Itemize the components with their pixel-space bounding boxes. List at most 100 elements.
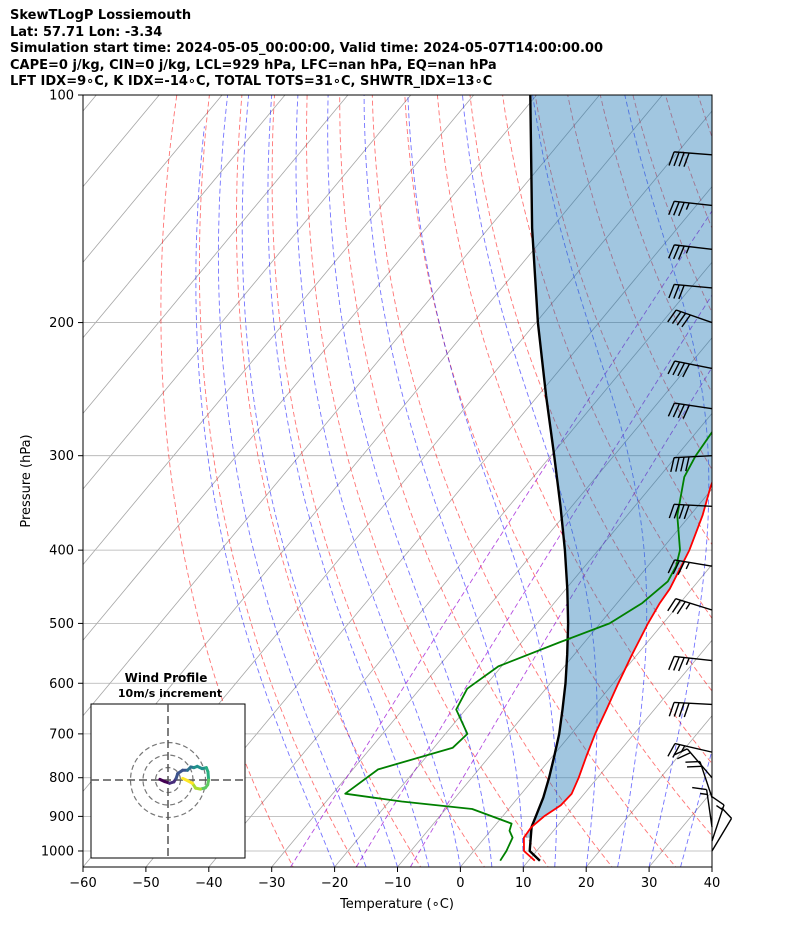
hodograph-segment	[181, 776, 189, 783]
wind-barb-flag	[673, 201, 680, 216]
x-tick-label: −50	[132, 876, 159, 891]
y-tick-label: 500	[49, 617, 74, 632]
wind-barb-shaft	[686, 748, 713, 779]
cin-shading	[523, 95, 712, 838]
y-tick-label: 600	[49, 677, 74, 692]
dewpoint-line	[344, 430, 712, 862]
mixing-ratio-line	[290, 210, 712, 867]
x-tick-label: −60	[69, 876, 96, 891]
wind-barb-flag	[672, 245, 680, 260]
wind-barb	[668, 701, 713, 718]
y-tick-label: 1000	[41, 844, 74, 859]
wind-barb	[668, 151, 713, 167]
isotherm-line	[585, 715, 712, 867]
wind-barb-flag	[673, 284, 680, 299]
wind-barb-flag	[677, 245, 685, 260]
wind-barb-shaft	[674, 655, 713, 662]
wind-barb-flag	[668, 151, 675, 166]
isotherm-line	[145, 185, 712, 867]
moist-adiabat-line	[241, 95, 398, 867]
wind-barb	[668, 244, 713, 260]
isotherm-line	[83, 95, 97, 112]
wind-barb-half-flag	[685, 657, 690, 666]
y-tick-label: 200	[49, 316, 74, 331]
wind-barb-flag	[692, 786, 707, 791]
wind-barb-flag	[675, 457, 680, 472]
wind-barb-half-flag	[716, 804, 723, 811]
wind-barb	[667, 309, 713, 328]
wind-barb-flag	[677, 362, 686, 377]
dry-adiabat-line	[763, 95, 794, 870]
wind-barb	[667, 598, 713, 615]
wind-barb-half-flag	[700, 792, 708, 796]
wind-barb-shaft	[674, 503, 713, 508]
wind-barbs	[667, 151, 733, 852]
isotherm-line	[83, 95, 349, 415]
y-tick-label: 300	[49, 449, 74, 464]
x-tick-label: −30	[258, 876, 285, 891]
wind-barb-flag	[670, 457, 675, 473]
dry-adiabat-line	[160, 95, 294, 867]
wind-barb-shaft	[674, 742, 713, 753]
wind-barb-flag	[671, 311, 682, 324]
wind-barb-flag	[673, 748, 688, 756]
moist-adiabat-line	[327, 95, 493, 867]
isotherm-line	[83, 95, 286, 339]
dry-adiabat-line	[404, 95, 712, 837]
wind-barb-shaft	[674, 151, 713, 156]
wind-barb-flag	[668, 244, 675, 259]
x-tick-label: 10	[515, 876, 532, 891]
y-tick-label: 900	[49, 810, 74, 825]
wind-barb-flag	[678, 285, 685, 300]
wind-barb-flag	[682, 363, 691, 378]
y-tick-label: 400	[49, 544, 74, 559]
wind-barb-flag	[668, 284, 675, 299]
x-tick-label: 30	[641, 876, 658, 891]
wind-barb-shaft	[675, 309, 713, 324]
moist-adiabat-line	[407, 95, 558, 867]
wind-barb-flag	[668, 656, 675, 671]
wind-barb	[711, 807, 733, 852]
time-line: Simulation start time: 2024-05-05_00:00:…	[10, 41, 603, 57]
wind-barb-flag	[683, 703, 690, 718]
indices-line-2: LFT IDX=9∘C, K IDX=-14∘C, TOTAL TOTS=31∘…	[10, 74, 493, 90]
isotherm-line	[711, 866, 712, 867]
moist-adiabat-line	[217, 95, 367, 867]
dry-adiabat-line	[198, 95, 358, 867]
wind-barb-flag	[668, 201, 675, 216]
isotherm-line	[83, 95, 475, 566]
wind-barb	[668, 655, 713, 672]
wind-barb-flag	[667, 743, 676, 757]
indices-line-1: CAPE=0 j/kg, CIN=0 j/kg, LCL=929 hPa, LF…	[10, 57, 497, 73]
wind-barb-flag	[686, 765, 702, 768]
wind-barb-flag	[667, 559, 676, 574]
wind-barb-flag	[682, 405, 690, 419]
wind-barb-flag	[678, 202, 685, 217]
moist-adiabat-line	[532, 95, 648, 867]
wind-barb-flag	[678, 152, 685, 167]
wind-barb	[692, 786, 713, 828]
wind-barb-flag	[685, 456, 690, 472]
wind-barb-shaft	[674, 454, 713, 459]
hodograph-plot	[91, 704, 245, 858]
wind-barb-shaft	[711, 804, 725, 842]
wind-barb-flag	[683, 152, 690, 167]
x-tick-label: −40	[195, 876, 222, 891]
isotherm-line	[271, 337, 712, 867]
wind-barb-half-flag	[685, 562, 690, 570]
wind-barb-flag	[678, 702, 685, 717]
parcel-profile-line	[528, 95, 570, 862]
hodograph-title: Wind Profile	[125, 671, 208, 685]
moist-adiabat-line	[744, 95, 794, 867]
dry-adiabat-line	[306, 95, 549, 867]
moist-adiabat-line	[711, 865, 712, 867]
wind-barb-flag	[668, 504, 675, 519]
wind-barb-flag	[672, 403, 681, 418]
isotherm-line	[397, 488, 712, 867]
dry-adiabat-line	[236, 95, 422, 867]
isotherm-line	[83, 95, 223, 263]
moist-adiabat-line	[295, 95, 461, 867]
wind-barb-half-flag	[685, 202, 690, 210]
wind-barb-shaft	[699, 761, 713, 798]
